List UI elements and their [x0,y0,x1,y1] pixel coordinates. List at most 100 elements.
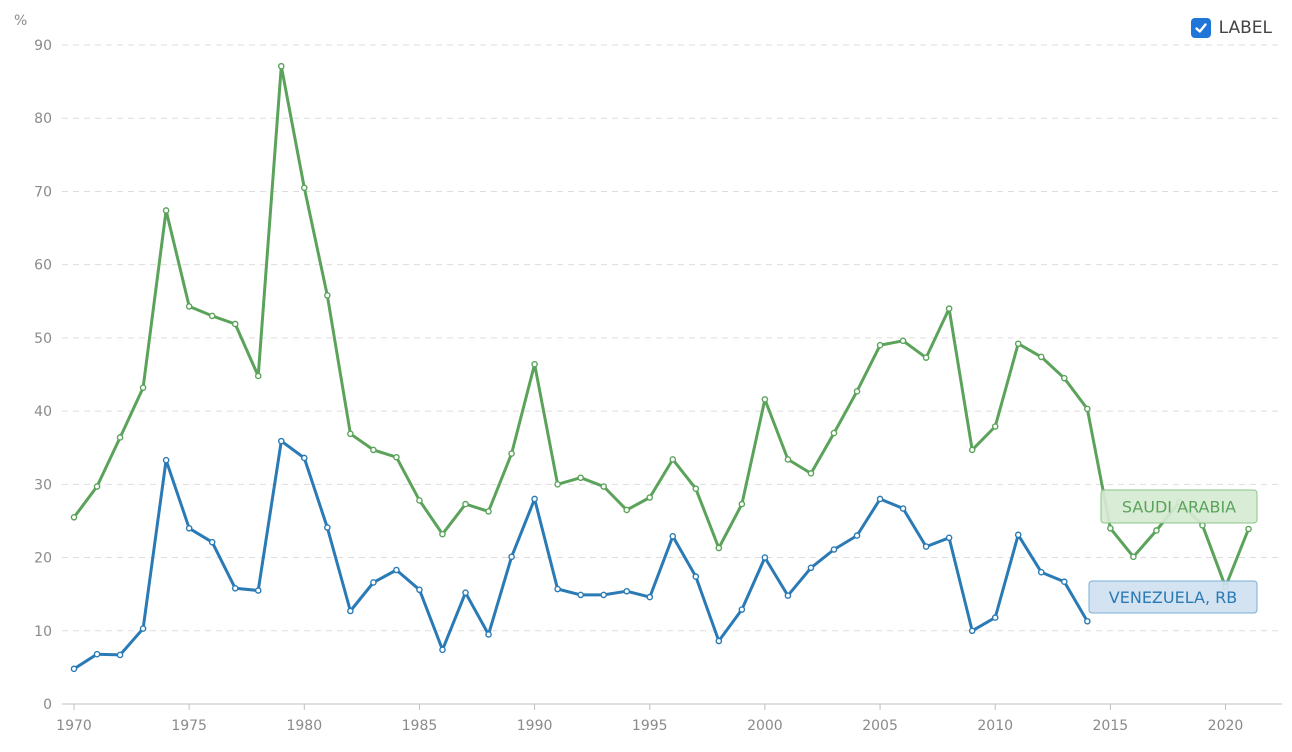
data-point[interactable] [347,607,354,615]
data-point[interactable] [1245,525,1252,533]
data-point[interactable] [830,546,838,553]
data-point[interactable] [715,637,723,645]
data-point[interactable] [70,513,78,521]
data-point[interactable] [370,446,377,454]
data-point[interactable] [485,508,492,515]
data-point[interactable] [991,614,999,621]
data-point[interactable] [692,485,700,493]
data-point[interactable] [738,606,746,613]
data-point[interactable] [600,483,607,490]
data-point[interactable] [623,506,631,514]
data-point[interactable] [968,627,976,635]
series-layer [70,62,1252,673]
label-checkbox[interactable] [1190,18,1211,38]
data-point[interactable] [646,494,654,501]
data-point[interactable] [738,500,746,508]
data-point[interactable] [439,530,446,538]
data-point[interactable] [93,650,101,658]
data-point[interactable] [485,631,492,638]
data-point[interactable] [70,665,78,673]
data-point[interactable] [623,587,631,595]
data-point[interactable] [416,586,423,594]
data-point[interactable] [531,360,538,368]
data-point[interactable] [93,483,101,490]
data-point[interactable] [784,592,792,599]
data-point[interactable] [393,566,400,574]
data-point[interactable] [807,470,815,477]
data-point[interactable] [462,589,469,597]
data-point[interactable] [462,500,469,508]
data-point[interactable] [185,524,193,532]
data-point[interactable] [300,454,308,462]
data-point[interactable] [139,625,147,632]
x-tick-label: 1990 [517,718,553,734]
data-point[interactable] [1014,340,1022,348]
data-point[interactable] [830,429,838,437]
data-point[interactable] [1014,531,1022,539]
data-point[interactable] [1107,524,1114,532]
data-point[interactable] [139,384,147,391]
data-point[interactable] [784,456,792,463]
data-point[interactable] [899,505,907,512]
data-point[interactable] [1037,353,1045,361]
data-point[interactable] [1130,553,1137,561]
data-point[interactable] [876,495,884,503]
data-point[interactable] [600,591,607,599]
data-point[interactable] [300,184,308,192]
data-point[interactable] [208,312,216,320]
data-point[interactable] [554,481,561,488]
data-point[interactable] [185,303,193,310]
data-point[interactable] [669,456,677,463]
data-point[interactable] [1153,527,1160,534]
data-point[interactable] [439,646,446,654]
data-point[interactable] [277,62,285,70]
data-point[interactable] [208,538,216,546]
data-point[interactable] [853,388,861,395]
data-point[interactable] [254,372,262,380]
data-point[interactable] [577,474,584,482]
data-point[interactable] [531,495,538,503]
x-tick-label: 1985 [402,718,438,734]
data-point[interactable] [116,651,124,659]
data-point[interactable] [646,593,654,601]
data-point[interactable] [370,579,377,586]
data-point[interactable] [945,305,953,312]
data-point[interactable] [853,532,861,539]
data-point[interactable] [254,587,262,594]
data-point[interactable] [162,207,170,214]
data-point[interactable] [1199,522,1206,529]
data-point[interactable] [554,585,561,593]
data-point[interactable] [876,341,884,349]
data-point[interactable] [669,533,677,540]
data-point[interactable] [231,585,239,592]
data-point[interactable] [324,292,331,299]
data-point[interactable] [715,544,723,552]
data-point[interactable] [416,497,423,504]
data-point[interactable] [761,554,769,561]
data-point[interactable] [692,573,700,580]
data-point[interactable] [116,434,124,441]
data-point[interactable] [922,354,930,361]
data-point[interactable] [945,534,953,542]
data-point[interactable] [807,564,815,572]
data-point[interactable] [508,450,515,457]
data-point[interactable] [347,430,354,438]
data-point[interactable] [1084,617,1091,625]
data-point[interactable] [1060,578,1068,586]
data-point[interactable] [577,591,584,599]
data-point[interactable] [1037,568,1045,576]
data-point[interactable] [324,524,331,531]
data-point[interactable] [508,553,515,561]
data-point[interactable] [277,437,285,445]
label-toggle[interactable]: LABEL [1190,18,1272,38]
data-point[interactable] [922,543,930,550]
data-point[interactable] [899,337,907,345]
data-point[interactable] [761,396,769,403]
data-point[interactable] [1084,405,1091,413]
data-point[interactable] [968,446,976,454]
data-point[interactable] [231,320,239,328]
data-point[interactable] [1060,374,1068,382]
data-point[interactable] [162,456,170,464]
data-point[interactable] [393,453,400,461]
data-point[interactable] [991,423,999,430]
